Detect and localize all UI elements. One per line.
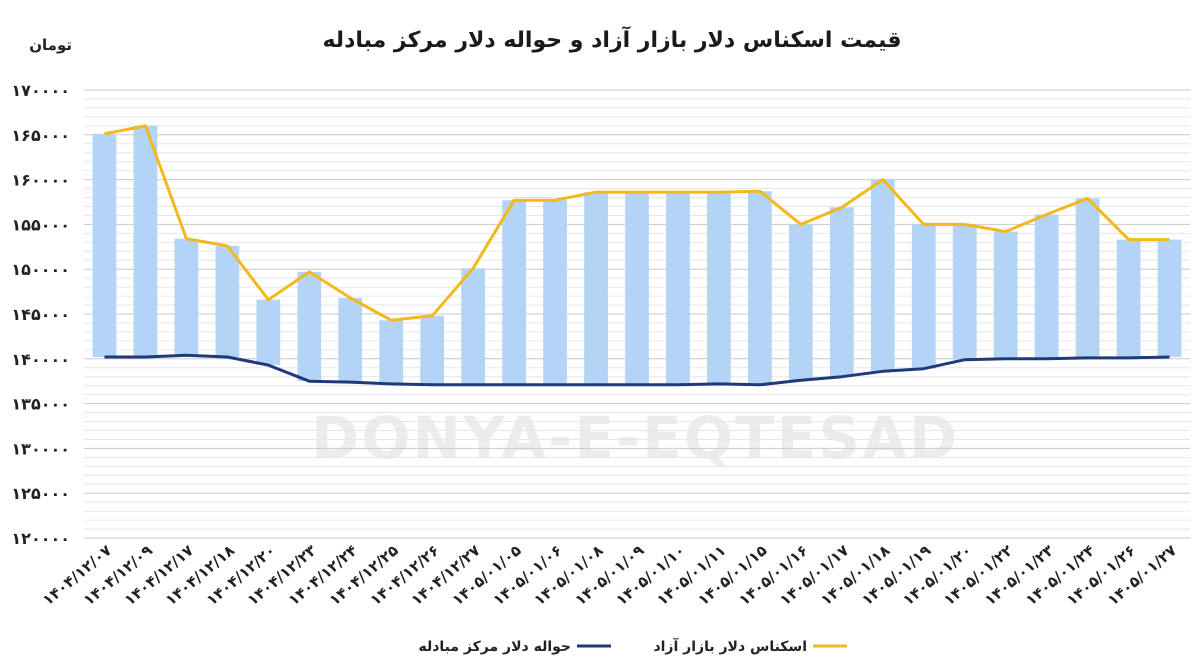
gap-bar (92, 133, 117, 358)
gap-bar (174, 238, 199, 356)
gap-bar (993, 231, 1018, 359)
gap-bar (297, 271, 322, 382)
gap-bar (420, 315, 445, 385)
gap-bar (829, 207, 854, 377)
gap-bar (502, 200, 526, 385)
y-tick-label: ۱۳۰۰۰۰ (11, 439, 70, 458)
x-tick-labels: ۱۴۰۴/۱۲/۰۷۱۴۰۴/۱۲/۰۹۱۴۰۴/۱۲/۱۷۱۴۰۴/۱۲/۱۸… (39, 541, 1180, 609)
watermark-text: DONYA-E-EQTESAD (311, 404, 959, 472)
y-tick-label: ۱۷۰۰۰۰ (11, 81, 70, 100)
y-tick-label: ۱۵۵۰۰۰ (11, 215, 70, 234)
y-axis-unit: تومان (29, 36, 72, 54)
y-tick-label: ۱۲۰۰۰۰ (11, 529, 70, 548)
gap-bar (461, 268, 486, 385)
series-line-free-market (104, 124, 1170, 322)
gap-bar (911, 224, 936, 369)
gap-bar (1034, 214, 1059, 359)
gap-bar (379, 320, 404, 384)
gap-bar (748, 191, 772, 385)
gap-bar (625, 192, 649, 385)
gap-bar (215, 245, 240, 358)
y-tick-label: ۱۳۵۰۰۰ (11, 395, 70, 414)
legend-label-free-market: اسکناس دلار بازار آزاد (653, 637, 807, 655)
gap-bar (666, 192, 690, 385)
y-tick-label: ۱۶۰۰۰۰ (11, 171, 70, 190)
gap-bar (256, 299, 281, 366)
gap-bar (1075, 198, 1100, 358)
gap-bar (952, 224, 977, 360)
gap-bar (584, 192, 608, 385)
legend-label-exchange-center: حواله دلار مرکز مبادله (418, 639, 571, 655)
series-lines (104, 124, 1170, 387)
gap-bar (1116, 239, 1141, 358)
gap-bar (788, 224, 813, 381)
y-tick-labels: ۱۲۰۰۰۰ ۱۲۵۰۰۰ ۱۳۰۰۰۰ ۱۳۵۰۰۰ ۱۴۰۰۰۰ ۱۴۵۰۰۰ ۱۵۰۰… (11, 81, 70, 548)
y-tick-label: ۱۲۵۰۰۰ (11, 484, 70, 503)
y-tick-label: ۱۴۵۰۰۰ (11, 305, 70, 324)
gap-bar (870, 179, 895, 372)
gap-bar (1157, 239, 1182, 358)
y-tick-label: ۱۴۰۰۰۰ (11, 350, 70, 369)
gap-bar (707, 192, 731, 384)
legend: اسکناس دلار بازار آزاد حواله دلار مرکز م… (418, 637, 847, 655)
y-tick-label: ۱۵۰۰۰۰ (11, 260, 70, 279)
y-tick-label: ۱۶۵۰۰۰ (11, 126, 70, 145)
gap-bar (133, 125, 158, 358)
chart-title: قیمت اسکناس دلار بازار آزاد و حواله دلار… (322, 25, 901, 53)
series-line-exchange-center (104, 353, 1170, 387)
gap-bar (338, 297, 363, 383)
gap-bar (543, 200, 567, 385)
price-gap-bars (92, 125, 1182, 385)
